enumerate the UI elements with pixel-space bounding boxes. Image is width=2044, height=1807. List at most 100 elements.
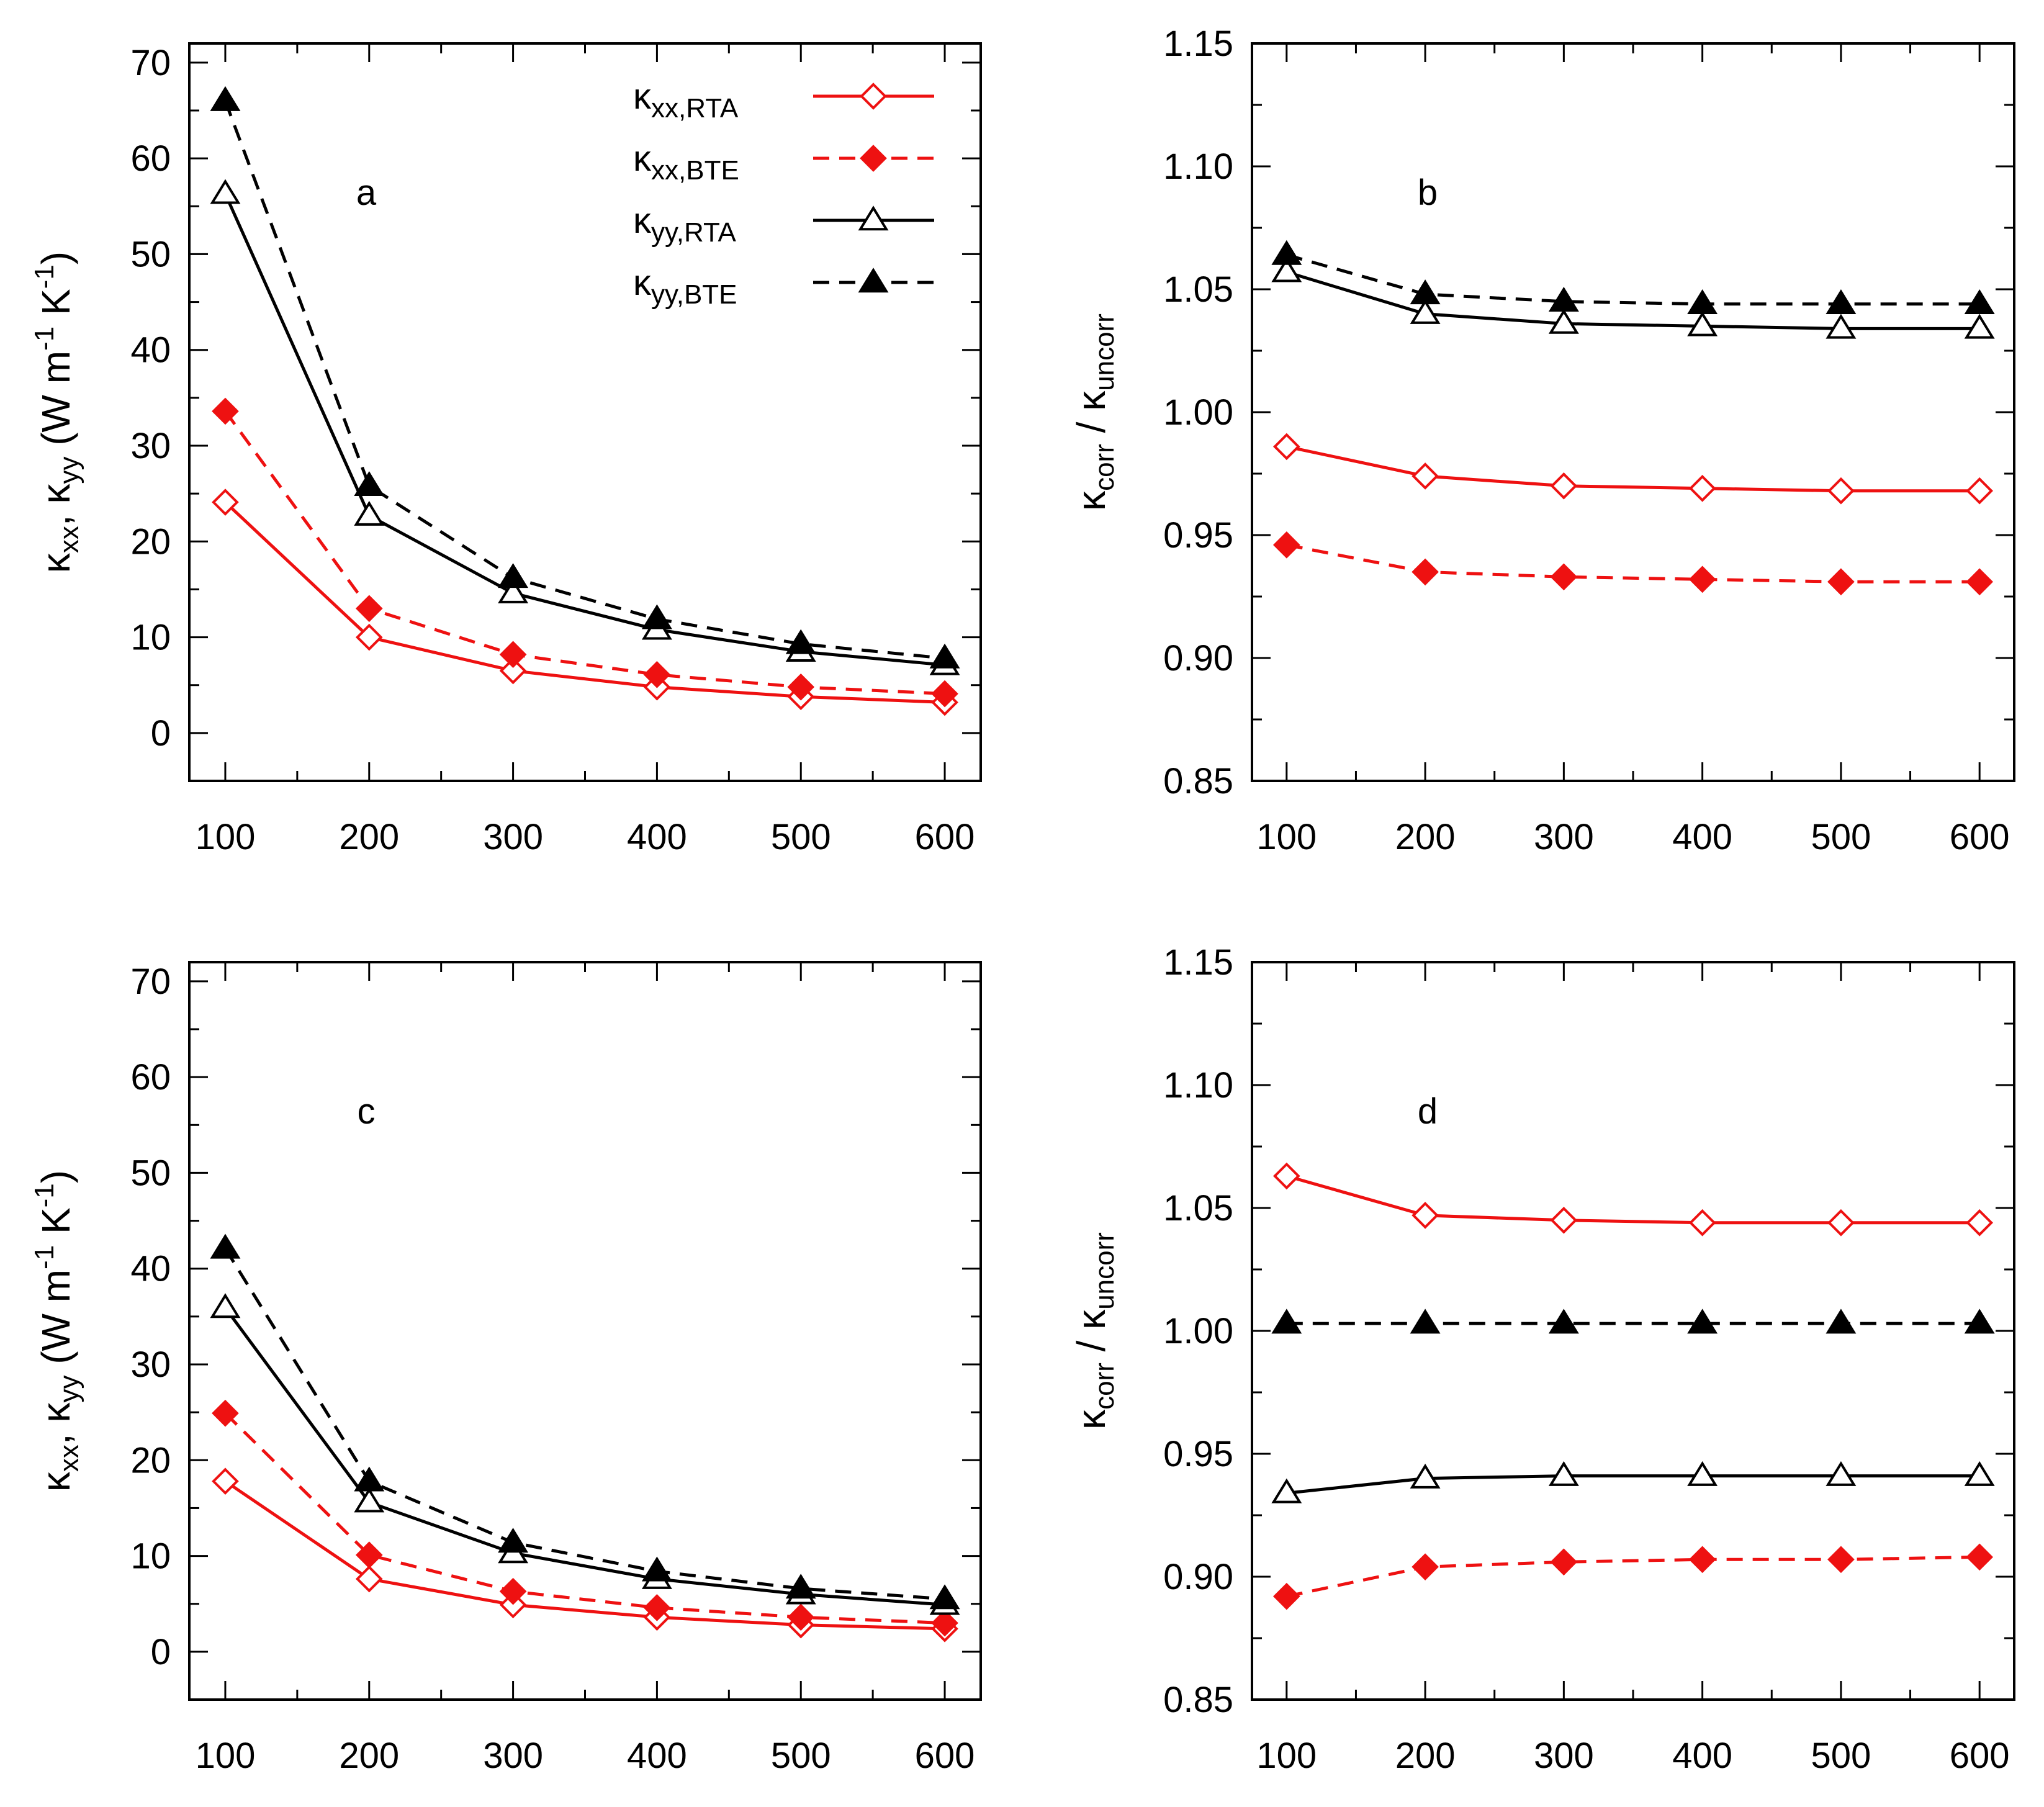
data-point-xx-rta — [1411, 462, 1439, 490]
y-tick-label: 50 — [130, 1153, 171, 1193]
y-axis-label: κxx, κyy (W m-1 K-1) — [29, 251, 84, 573]
series-line-xx-bte — [223, 410, 945, 696]
x-tick-label: 600 — [915, 1736, 975, 1776]
legend-marker — [858, 205, 889, 231]
y-tick-label: 1.05 — [1163, 269, 1233, 310]
x-tick-label: 200 — [339, 817, 399, 857]
data-point-xx-bte — [1411, 558, 1439, 586]
data-point-xx-bte — [212, 1399, 239, 1427]
y-tick-label: 30 — [130, 426, 171, 466]
plot-frame — [188, 961, 982, 1701]
data-point-yy-rta — [210, 179, 241, 204]
data-point-yy-bte — [641, 1556, 672, 1582]
data-point-xx-bte — [1272, 531, 1300, 559]
y-tick-label: 0.95 — [1163, 1434, 1233, 1474]
data-point-xx-bte — [1411, 1553, 1439, 1580]
data-point-yy-bte — [1410, 279, 1441, 305]
x-tick-label: 500 — [771, 817, 831, 857]
y-axis-label: κcorr / κuncorr — [1069, 1232, 1120, 1430]
legend-label: κyy,BTE — [633, 263, 737, 310]
series-line-yy-rta — [1286, 1474, 1980, 1495]
x-tick-label: 300 — [483, 817, 543, 857]
data-point-yy-bte — [1271, 1309, 1302, 1334]
x-tick-label: 500 — [771, 1736, 831, 1776]
y-tick-label: 1.15 — [1163, 24, 1233, 64]
data-point-xx-bte — [643, 660, 671, 688]
data-point-xx-bte — [499, 641, 527, 669]
x-tick-label: 200 — [1395, 1736, 1456, 1776]
data-point-yy-bte — [210, 86, 241, 111]
x-tick-label: 600 — [1950, 1736, 2010, 1776]
data-point-yy-rta — [1687, 1461, 1718, 1486]
series-line-yy-rta — [1286, 270, 1980, 330]
panel-d: 100 200 300 400 500 600 0.85 0.90 0.95 1.00 1.05 1.… — [1069, 942, 2015, 1776]
x-tick-label: 400 — [1672, 817, 1732, 857]
data-point-yy-bte — [1687, 1309, 1718, 1334]
data-point-xx-bte — [1827, 568, 1855, 596]
plot-frame — [188, 42, 982, 782]
data-point-xx-bte — [1550, 563, 1578, 591]
data-point-yy-bte — [1826, 1309, 1857, 1334]
y-tick-label: 0 — [151, 1632, 171, 1672]
data-point-yy-rta — [354, 500, 385, 526]
panel-a: 100 200 300 400 500 600 0 10 20 30 40 50 60 70 κxx, κy… — [29, 42, 982, 857]
series-line-xx-rta — [1286, 444, 1980, 493]
series-line-xx-bte — [1286, 1555, 1980, 1598]
data-point-yy-bte — [1410, 1309, 1441, 1334]
data-point-xx-rta — [1966, 477, 1994, 505]
x-tick-label: 100 — [1256, 817, 1317, 857]
series-line-xx-bte — [224, 1412, 945, 1625]
data-point-yy-rta — [1548, 309, 1579, 334]
data-point-yy-bte — [354, 471, 385, 497]
plot-frame — [1251, 42, 2015, 782]
x-tick-label: 600 — [1950, 817, 2010, 857]
data-point-yy-rta — [1964, 313, 1995, 339]
data-point-yy-rta — [1826, 313, 1857, 339]
panel-c: 100 200 300 400 500 600 0 10 20 30 40 50 60 70 κxx, κy… — [29, 961, 982, 1776]
data-point-yy-rta — [1271, 257, 1302, 282]
x-tick-label: 400 — [627, 817, 687, 857]
y-tick-label: 0.85 — [1163, 761, 1233, 801]
legend-item: κxx,RTA — [633, 76, 934, 124]
data-point-yy-bte — [929, 643, 960, 669]
plot-frame — [1251, 961, 2015, 1701]
panel-b: 100 200 300 400 500 600 0.85 0.90 0.95 1.00 1.05 1.… — [1069, 24, 2015, 857]
data-point-xx-bte — [1827, 1546, 1855, 1574]
data-point-xx-rta — [1827, 477, 1855, 505]
series-line-xx-rta — [1286, 1174, 1980, 1225]
data-point-xx-bte — [499, 1577, 527, 1605]
data-point-xx-rta — [1688, 474, 1716, 502]
x-tick-label: 300 — [1534, 1736, 1594, 1776]
legend-item: κyy,BTE — [633, 263, 934, 310]
x-tick-label: 500 — [1811, 817, 1871, 857]
x-tick-label: 600 — [915, 817, 975, 857]
y-tick-label: 20 — [130, 1440, 171, 1480]
data-point-yy-bte — [210, 1233, 241, 1259]
series-line-xx-rta — [224, 1480, 945, 1631]
y-tick-label: 1.05 — [1163, 1188, 1233, 1228]
data-point-yy-bte — [785, 1574, 816, 1599]
data-point-xx-rta — [355, 623, 383, 651]
data-point-xx-bte — [1550, 1548, 1578, 1576]
series-line-yy-bte — [223, 100, 945, 660]
legend-label: κyy,RTA — [633, 201, 737, 248]
panel-label: d — [1418, 1091, 1438, 1132]
y-tick-label: 1.00 — [1163, 392, 1233, 433]
data-point-xx-rta — [1688, 1209, 1716, 1237]
data-point-yy-rta — [498, 578, 529, 603]
data-point-xx-rta — [1550, 472, 1578, 500]
legend-label: κxx,RTA — [633, 76, 739, 124]
data-point-xx-bte — [1272, 1582, 1300, 1610]
panel-label: a — [356, 173, 377, 213]
data-point-yy-rta — [1271, 1478, 1302, 1503]
data-point-yy-bte — [1964, 1309, 1995, 1334]
data-point-yy-bte — [1826, 289, 1857, 315]
data-point-xx-rta — [1827, 1209, 1855, 1237]
data-point-yy-rta — [1548, 1461, 1579, 1486]
data-point-xx-bte — [1966, 568, 1994, 596]
data-point-yy-rta — [1964, 1461, 1995, 1486]
legend-marker — [860, 145, 887, 172]
x-tick-label: 300 — [1534, 817, 1594, 857]
y-tick-label: 60 — [130, 1057, 171, 1097]
data-point-yy-bte — [785, 629, 816, 654]
